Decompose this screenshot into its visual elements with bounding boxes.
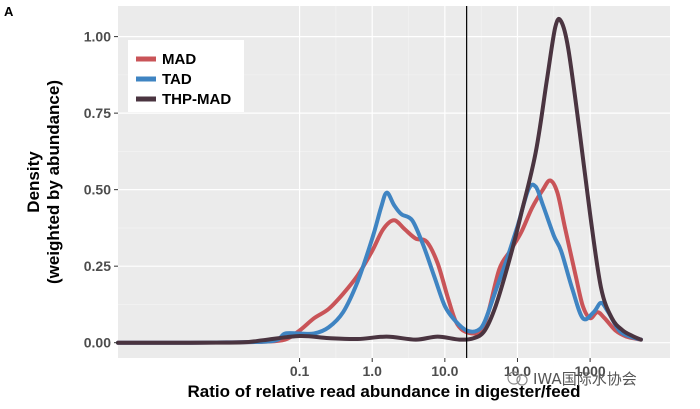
series-lines [116, 16, 643, 345]
x-tick-label: 1000 [575, 363, 606, 379]
x-tick-label: 10.0 [431, 363, 458, 379]
watermark-text: IWA国际水协会 [533, 370, 637, 388]
watermark-icon [507, 371, 521, 385]
y-axis-ticks: 0.00 0.25 0.50 0.75 1.00 [84, 29, 118, 351]
y-tick-label: 0.00 [84, 335, 111, 351]
x-tick-label: 0.1 [290, 363, 310, 379]
series-line-tad [116, 182, 643, 345]
x-axis-title: Ratio of relative read abundance in dige… [188, 382, 581, 401]
x-tick-label: 1.0 [362, 363, 382, 379]
y-tick-label: 0.75 [84, 105, 111, 121]
y-axis-title-line2: (weighted by abundance) [44, 80, 63, 284]
legend: MAD TAD THP-MAD [128, 40, 244, 112]
y-tick-label: 0.25 [84, 258, 111, 274]
watermark: IWA国际水协会 [507, 370, 637, 388]
y-axis-title-line1: Density [24, 151, 43, 213]
y-tick-label: 0.50 [84, 182, 111, 198]
panel-label: A [4, 4, 14, 19]
y-axis-title: Density (weighted by abundance) [24, 80, 63, 284]
legend-label-tad: TAD [162, 71, 192, 88]
series-line-thp-mad [116, 16, 643, 345]
watermark-icon-2 [516, 374, 528, 386]
legend-label-mad: MAD [162, 51, 196, 68]
x-axis-ticks: 0.1 1.0 10.0 10.0 1000 [290, 358, 606, 379]
y-tick-label: 1.00 [84, 29, 111, 45]
legend-label-thp-mad: THP-MAD [162, 91, 231, 108]
